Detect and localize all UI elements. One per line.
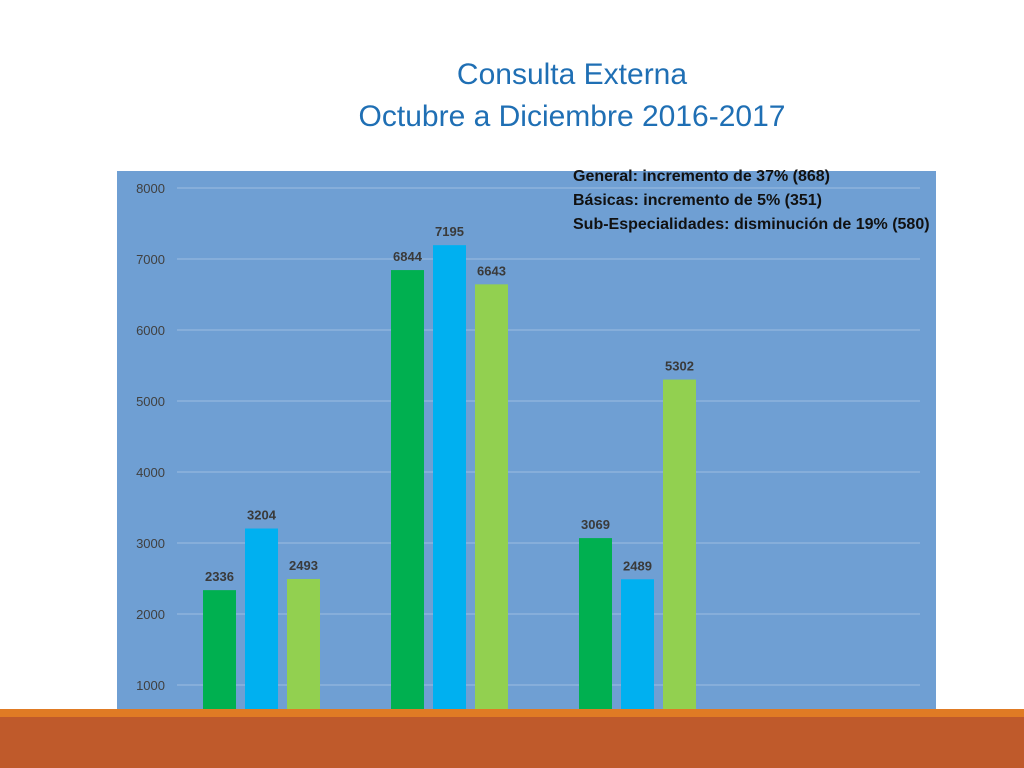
bar — [475, 284, 508, 716]
bar — [433, 245, 466, 716]
data-label: 7195 — [435, 224, 464, 239]
bar — [621, 579, 654, 716]
data-label: 3204 — [247, 508, 277, 523]
data-label: 5302 — [665, 359, 694, 374]
y-tick-label: 1000 — [136, 678, 165, 693]
y-tick-label: 3000 — [136, 536, 165, 551]
chart-title-line-2: Octubre a Diciembre 2016-2017 — [358, 100, 786, 133]
y-tick-label: 6000 — [136, 323, 165, 338]
chart-title-line-1: Consulta Externa — [456, 58, 688, 91]
bar — [287, 578, 320, 716]
data-label: 3069 — [581, 517, 610, 532]
bar — [663, 379, 696, 716]
footer-band — [0, 717, 1024, 768]
data-label: 2336 — [205, 569, 234, 584]
annotation-general: General: incremento de 37% (868) — [573, 168, 830, 185]
bar — [579, 538, 612, 716]
chart-panel: 1000 2000 3000 4000 5000 6000 7000 8000 2336 6844… — [117, 171, 936, 716]
y-tick-label: 5000 — [136, 394, 165, 409]
bar — [391, 270, 424, 716]
footer-accent-stripe — [0, 709, 1024, 717]
y-tick-label: 2000 — [136, 607, 165, 622]
data-label: 6844 — [393, 249, 423, 264]
data-label: 2493 — [289, 558, 318, 573]
bar — [203, 590, 236, 716]
bar-chart: 1000 2000 3000 4000 5000 6000 7000 8000 2336 6844… — [136, 181, 920, 716]
data-label: 6643 — [477, 263, 506, 278]
chart-title: Consulta Externa Octubre a Diciembre 201… — [0, 54, 1024, 138]
y-tick-label: 7000 — [136, 252, 165, 267]
annotation-box: General: incremento de 37% (868) Básicas… — [573, 165, 930, 237]
annotation-subespecialidades: Sub-Especialidades: disminución de 19% (… — [573, 216, 930, 233]
data-label: 2489 — [623, 558, 652, 573]
y-tick-label: 8000 — [136, 181, 165, 196]
y-tick-label: 4000 — [136, 465, 165, 480]
annotation-basicas: Básicas: incremento de 5% (351) — [573, 192, 822, 209]
bar — [245, 528, 278, 716]
